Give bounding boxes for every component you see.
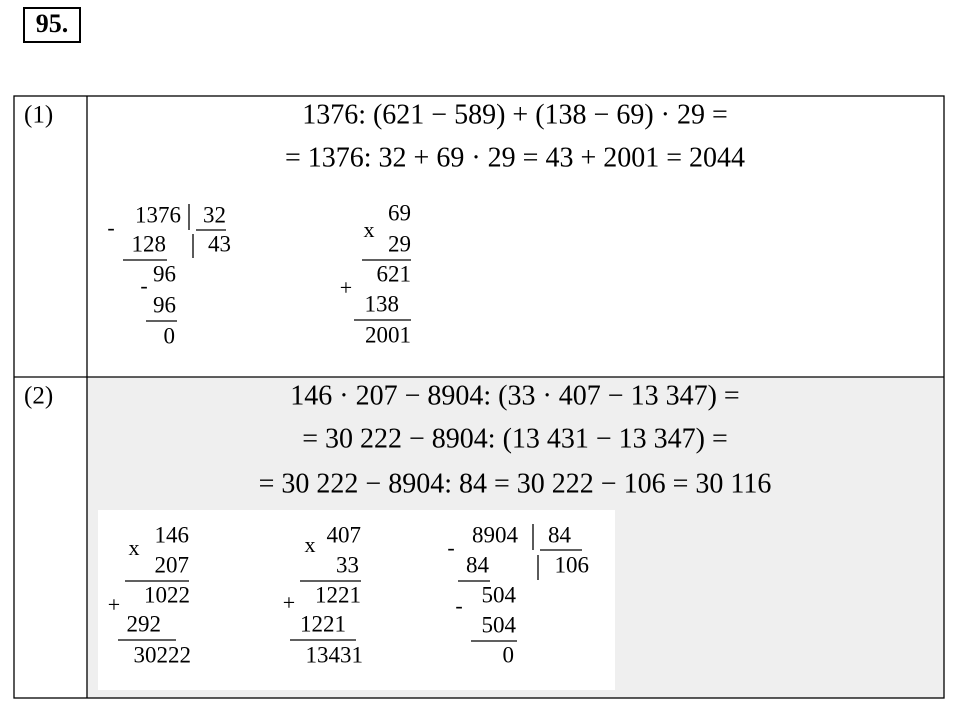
digit: 292 — [127, 611, 162, 636]
equation-line: = 30 222 − 8904: 84 = 30 222 − 106 = 30 … — [259, 468, 772, 499]
row-label: (2) — [24, 383, 53, 410]
sign: x — [364, 217, 375, 242]
sign: - — [140, 273, 147, 298]
digit: 33 — [336, 552, 359, 577]
digit: 8904 — [472, 522, 519, 547]
exercise-number: 95. — [36, 9, 69, 38]
digit: 84 — [548, 522, 572, 547]
digit: 13431 — [306, 642, 364, 667]
sign: x — [129, 535, 140, 560]
digit: 30222 — [134, 642, 192, 667]
digit: 69 — [388, 200, 411, 225]
digit: 1221 — [315, 582, 361, 607]
digit: 128 — [132, 231, 167, 256]
digit: 504 — [482, 582, 517, 607]
work-2: x 146 207 1022 + 292 30222 x 407 33 + 12… — [108, 522, 589, 667]
digit: 96 — [153, 261, 176, 286]
digit: 1022 — [144, 582, 190, 607]
digit: 1376 — [135, 202, 181, 227]
row-label: (1) — [24, 102, 53, 129]
digit: 29 — [388, 231, 411, 256]
number-box — [23, 7, 81, 43]
digit: 2001 — [365, 322, 411, 347]
digit: 84 — [466, 552, 490, 577]
table-grid — [13, 95, 945, 699]
equation-line: = 1376: 32 + 69 · 29 = 43 + 2001 = 2044 — [285, 142, 745, 173]
sign: + — [340, 275, 352, 300]
sign: - — [107, 215, 114, 240]
sign: - — [455, 593, 462, 618]
digit: 0 — [164, 323, 176, 348]
equation-line: = 30 222 − 8904: (13 431 − 13 347) = — [302, 423, 728, 454]
sign: + — [283, 590, 295, 615]
digit: 146 — [155, 522, 190, 547]
digit: 0 — [503, 642, 515, 667]
digit: 96 — [153, 292, 176, 317]
digit: 43 — [208, 231, 231, 256]
equation-line: 146 · 207 − 8904: (33 · 407 − 13 347) = — [290, 380, 739, 411]
digit: 138 — [365, 291, 400, 316]
digit: 106 — [555, 552, 590, 577]
sign: x — [305, 532, 316, 557]
sign: + — [108, 592, 120, 617]
digit: 207 — [155, 552, 190, 577]
digit: 621 — [377, 261, 412, 286]
digit: 32 — [203, 202, 226, 227]
work-2-bg — [98, 510, 615, 690]
digit: 1221 — [300, 611, 346, 636]
work-1: - 1376 32 128 43 - 96 96 0 x 69 29 621 +… — [107, 200, 411, 348]
digit: 504 — [482, 612, 517, 637]
equation-line: 1376: (621 − 589) + (138 − 69) · 29 = — [302, 99, 728, 130]
digit: 407 — [327, 522, 362, 547]
sign: - — [447, 535, 454, 560]
